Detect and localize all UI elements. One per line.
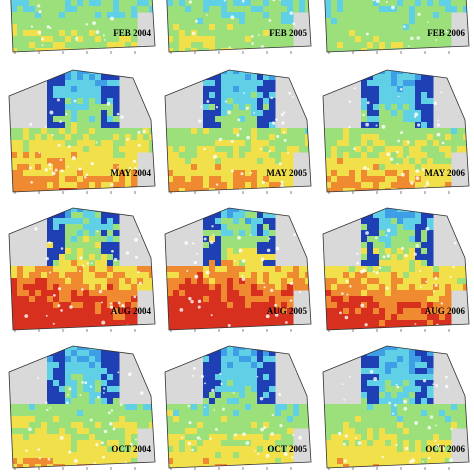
map-border (324, 0, 470, 53)
panel-date-label: AUG 2006 (425, 306, 466, 316)
map-panel: AUG 2005 (161, 206, 312, 336)
map-border (164, 207, 312, 331)
map-panel-svg: OCT 2004 (8, 345, 156, 470)
map-panel: FEB 2004 (5, 0, 156, 58)
panel-date-label: MAY 2006 (424, 168, 465, 178)
panel-date-label: FEB 2004 (113, 28, 151, 38)
map-panel-svg: FEB 2006 (323, 0, 470, 54)
panel-date-label: MAY 2004 (110, 168, 151, 178)
map-panel: FEB 2006 (319, 0, 470, 58)
map-panel-svg: MAY 2004 (8, 69, 156, 194)
panel-date-label: FEB 2006 (427, 28, 465, 38)
map-panel-svg: FEB 2004 (9, 0, 156, 54)
sst-field (9, 346, 155, 468)
map-border (8, 69, 156, 193)
map-panel: OCT 2005 (161, 344, 312, 474)
map-panel-svg: OCT 2006 (322, 345, 470, 470)
map-panel: MAY 2005 (161, 68, 312, 198)
map-panel-svg: AUG 2005 (164, 207, 312, 332)
map-border (164, 69, 312, 193)
map-border (8, 207, 156, 331)
map-panel-svg: OCT 2005 (164, 345, 312, 470)
map-border (322, 69, 470, 193)
map-panel-svg: AUG 2006 (322, 207, 470, 332)
map-panel: AUG 2004 (5, 206, 156, 336)
panel-date-label: OCT 2005 (267, 444, 307, 454)
map-border (322, 207, 470, 331)
map-panel-svg: AUG 2004 (8, 207, 156, 332)
map-border (10, 0, 156, 53)
map-panel: OCT 2006 (319, 344, 470, 474)
sst-field (9, 70, 155, 192)
map-panel-svg: FEB 2005 (165, 0, 312, 54)
map-border (164, 345, 312, 469)
panel-date-label: MAY 2005 (266, 168, 307, 178)
map-border (322, 345, 470, 469)
sst-field (9, 208, 155, 330)
panel-date-label: OCT 2006 (425, 444, 465, 454)
panel-date-label: AUG 2004 (111, 306, 152, 316)
map-border (8, 345, 156, 469)
panel-date-label: AUG 2005 (267, 306, 308, 316)
map-panel-svg: MAY 2005 (164, 69, 312, 194)
map-panel: AUG 2006 (319, 206, 470, 336)
map-border (166, 0, 312, 53)
sst-field (323, 208, 469, 330)
map-panel: MAY 2004 (5, 68, 156, 198)
map-panel-svg: MAY 2006 (322, 69, 470, 194)
sst-field (165, 346, 311, 468)
panel-date-label: OCT 2004 (111, 444, 151, 454)
map-panel: MAY 2006 (319, 68, 470, 198)
map-panel: FEB 2005 (161, 0, 312, 58)
panel-date-label: FEB 2005 (269, 28, 307, 38)
sst-field (165, 0, 311, 52)
sst-field (165, 208, 311, 330)
map-panel: OCT 2004 (5, 344, 156, 474)
sst-field (9, 0, 155, 52)
